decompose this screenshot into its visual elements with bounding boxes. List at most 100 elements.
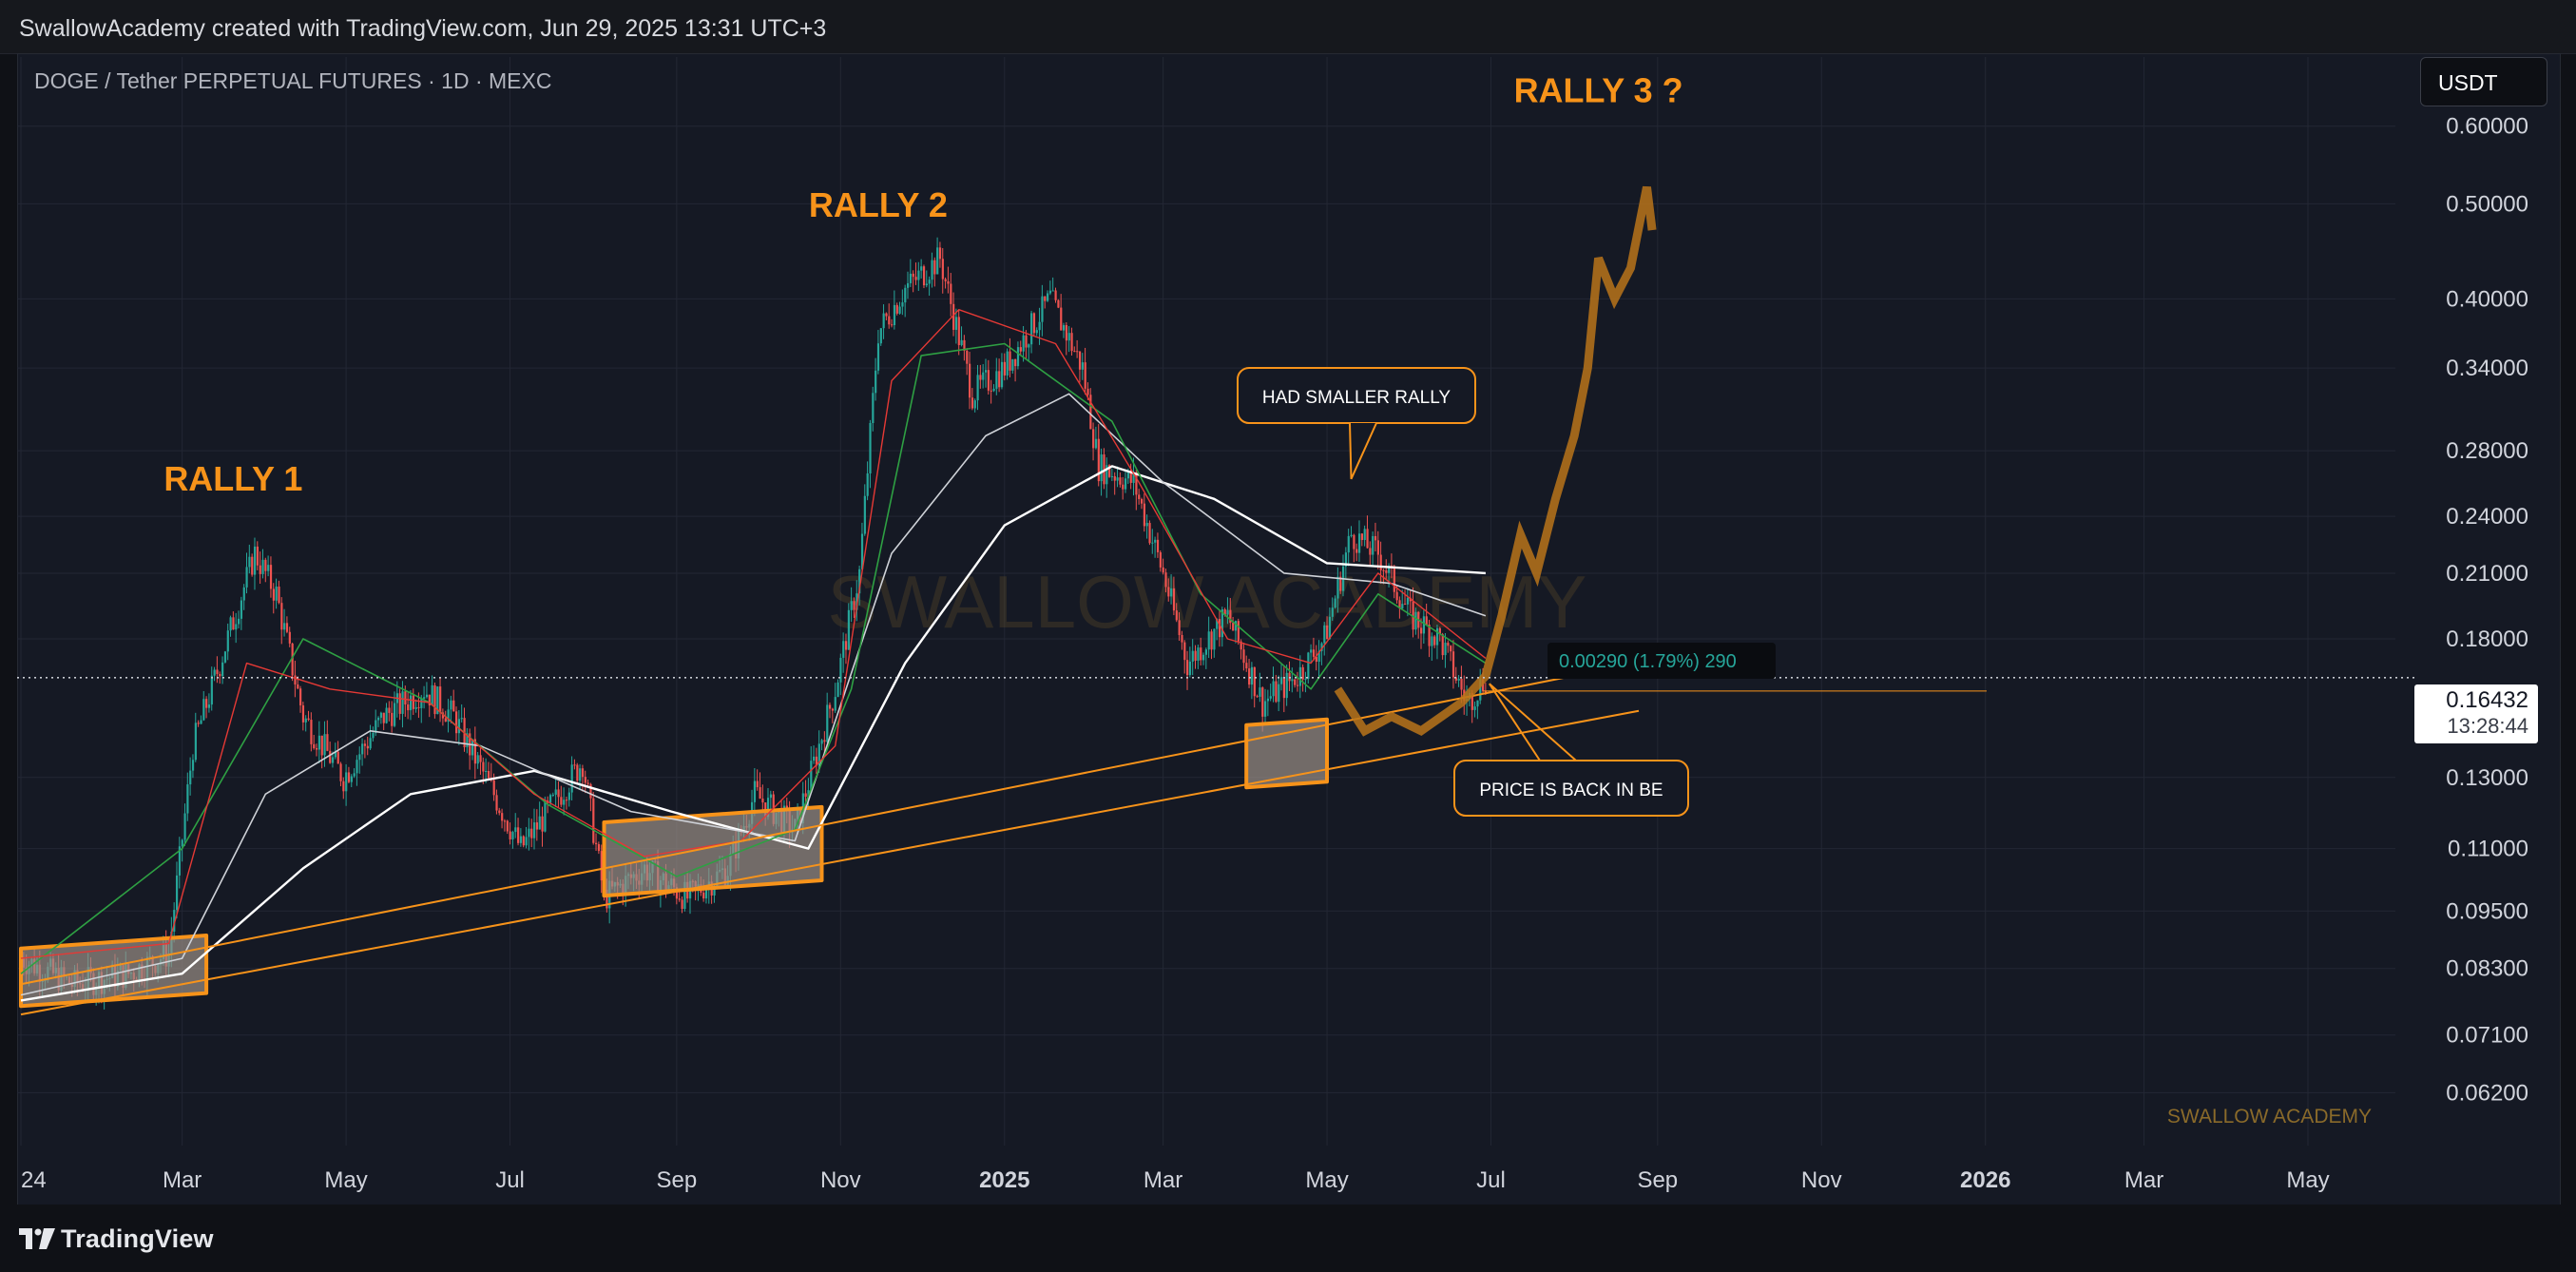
candle-body	[584, 777, 586, 783]
candle-body	[1372, 535, 1375, 555]
candle-body	[202, 699, 205, 721]
candle-body	[425, 694, 429, 698]
candle-body	[385, 707, 388, 723]
candle-body	[938, 247, 942, 260]
candle-body	[503, 820, 507, 822]
candle-body	[1269, 696, 1272, 699]
candle-body	[950, 283, 952, 304]
candle-body	[1181, 634, 1183, 643]
candle-body	[753, 781, 757, 802]
candle-body	[1191, 650, 1194, 662]
candle-body	[876, 343, 880, 371]
candle-body	[982, 372, 985, 380]
candle-body	[813, 756, 816, 761]
candle-body	[401, 691, 404, 714]
candle-body	[358, 754, 361, 761]
candle-body	[1100, 454, 1103, 482]
candle-body	[834, 697, 836, 711]
candle-body	[551, 794, 554, 796]
price-tick-label: 0.07100	[2446, 1023, 2528, 1049]
candle-body	[966, 350, 969, 364]
candle-body	[175, 875, 179, 911]
candle-body	[1188, 661, 1192, 676]
candle-body	[1156, 539, 1160, 552]
candle-body	[895, 304, 898, 314]
candle-body	[242, 587, 245, 601]
symbol-title: DOGE / Tether PERPETUAL FUTURES · 1D · M…	[34, 68, 552, 93]
candle-body	[971, 397, 974, 409]
candle-body	[1054, 290, 1057, 300]
candle-body	[297, 684, 299, 689]
candle-body	[320, 735, 323, 756]
candle-body	[441, 712, 445, 719]
candle-body	[391, 712, 394, 726]
candle-body	[1025, 335, 1028, 348]
candle-body	[447, 709, 450, 723]
candle-body	[269, 565, 273, 589]
candle-body	[1398, 600, 1401, 609]
tradingview-logo[interactable]: TradingView	[19, 1224, 214, 1254]
currency-selector-button[interactable]: USDT	[2420, 57, 2547, 106]
candle-body	[1261, 687, 1264, 717]
candle-body	[681, 899, 683, 910]
candle-body	[1094, 438, 1098, 449]
accumulation-boxes-layer	[19, 717, 1329, 1009]
candle-body	[807, 790, 810, 798]
candle-body	[1003, 361, 1006, 376]
price-tick-label: 0.60000	[2446, 114, 2528, 140]
candle-body	[487, 770, 490, 779]
candle-body	[1022, 335, 1025, 352]
candle-body	[412, 695, 414, 709]
candle-body	[353, 773, 356, 777]
callout-pointer	[1349, 422, 1377, 480]
candle-body	[1256, 696, 1259, 698]
candle-body	[342, 781, 345, 792]
candle-body	[210, 675, 213, 705]
candle-body	[579, 768, 582, 781]
candle-body	[893, 304, 896, 326]
candle-body	[492, 780, 495, 796]
candle-body	[1129, 470, 1132, 483]
candle-body	[1395, 591, 1398, 601]
candle-body	[1030, 313, 1033, 345]
candle-body	[1279, 677, 1283, 684]
candle-body	[1200, 647, 1202, 661]
candle-body	[1232, 623, 1235, 631]
price-tick-label: 0.06200	[2446, 1080, 2528, 1106]
candle-body	[366, 745, 369, 749]
candle-body	[863, 495, 866, 534]
candle-body	[906, 282, 910, 288]
candle-body	[1347, 535, 1350, 553]
time-tick-label: Mar	[1144, 1167, 1182, 1193]
candle-body	[931, 260, 933, 280]
candle-body	[888, 316, 891, 325]
candle-body	[589, 783, 592, 799]
candle-body	[586, 782, 589, 784]
candle-body	[1014, 358, 1017, 367]
candle-body	[1366, 529, 1369, 549]
candle-body	[1140, 498, 1144, 504]
candle-body	[957, 317, 960, 346]
chart-pane[interactable]	[17, 53, 2561, 1205]
candle-body	[941, 259, 944, 279]
candle-body	[1237, 621, 1240, 642]
candle-body	[1438, 627, 1441, 635]
candle-body	[1282, 677, 1286, 699]
candle-body	[560, 797, 563, 805]
candle-body	[528, 828, 530, 838]
channel-lower-line	[20, 709, 1640, 1016]
candle-body	[909, 273, 913, 283]
candle-body	[495, 795, 498, 811]
candle-body	[1126, 470, 1130, 479]
candle-body	[479, 755, 482, 762]
candle-body	[1060, 307, 1063, 331]
candle-body	[1175, 610, 1178, 621]
candle-body	[898, 306, 901, 314]
candle-body	[1357, 533, 1361, 553]
candle-body	[1393, 566, 1395, 592]
candle-body	[1006, 351, 1009, 376]
candle-body	[675, 887, 679, 899]
candle-body	[1294, 679, 1297, 685]
candle-body	[1266, 698, 1270, 702]
